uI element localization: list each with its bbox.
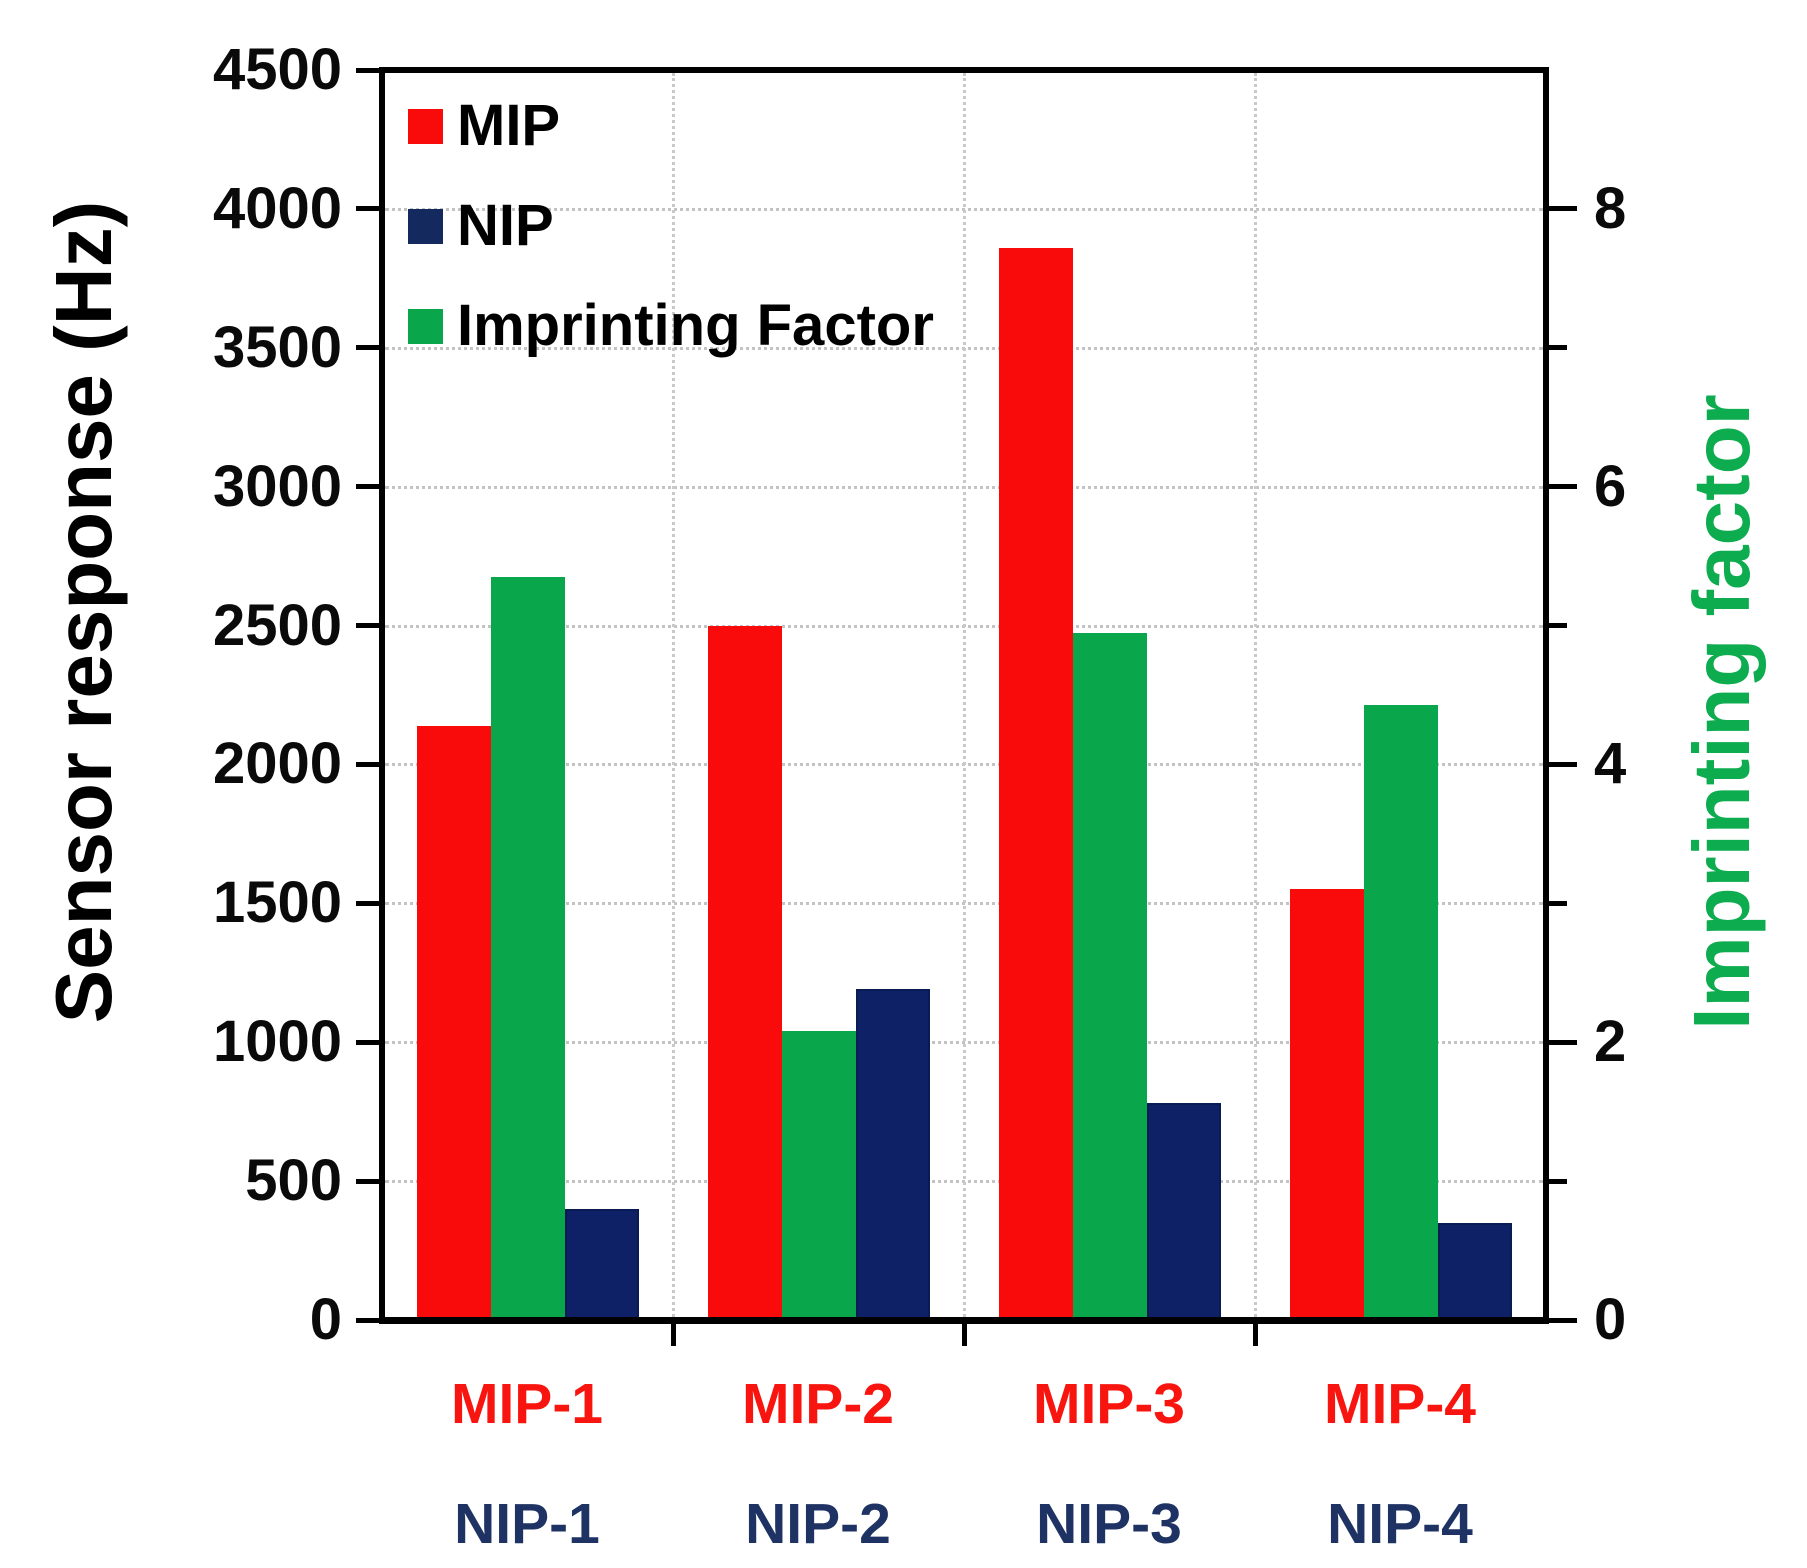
nip-bar bbox=[564, 1208, 639, 1320]
legend-item-mip: MIP bbox=[408, 94, 560, 158]
x-label-nip-3: NIP-3 bbox=[1036, 1492, 1182, 1556]
left-axis-tick bbox=[356, 484, 382, 490]
x-label-nip-2: NIP-2 bbox=[745, 1492, 891, 1556]
imprinting-factor-legend-swatch bbox=[408, 308, 443, 344]
x-label-mip-1: MIP-1 bbox=[450, 1372, 604, 1436]
mip-legend-label: MIP bbox=[457, 93, 561, 158]
nip-bar bbox=[1437, 1222, 1512, 1320]
imprinting-factor-bar bbox=[490, 576, 565, 1320]
nip-legend-swatch bbox=[408, 208, 443, 244]
v-gridline bbox=[1254, 73, 1257, 1317]
right-axis-tick bbox=[1549, 1178, 1567, 1184]
x-label-nip-1: NIP-1 bbox=[454, 1492, 600, 1556]
left-axis-tick bbox=[356, 1039, 382, 1045]
left-axis-tick bbox=[356, 761, 382, 767]
right-axis-tick-label: 0 bbox=[1594, 1287, 1627, 1352]
y-axis-line bbox=[379, 67, 385, 1324]
right-axis-tick bbox=[1549, 1039, 1577, 1045]
right-axis-line bbox=[1543, 67, 1549, 1324]
left-axis-tick bbox=[356, 623, 382, 629]
right-axis-tick bbox=[1549, 345, 1567, 351]
right-axis-tick bbox=[1549, 623, 1567, 629]
legend-item-nip: NIP bbox=[408, 194, 554, 258]
left-axis-tick-label: 3500 bbox=[212, 314, 342, 380]
nip-bar bbox=[1146, 1103, 1221, 1320]
left-axis-tick-label: 3000 bbox=[212, 453, 342, 519]
v-gridline bbox=[963, 73, 966, 1317]
nip-legend-label: NIP bbox=[457, 193, 554, 258]
legend-item-imprinting-factor: Imprinting Factor bbox=[408, 294, 934, 358]
imprinting-factor-bar bbox=[1363, 704, 1438, 1320]
x-label-nip-4: NIP-4 bbox=[1327, 1492, 1473, 1556]
right-axis-tick bbox=[1549, 1317, 1577, 1323]
right-axis-tick-label: 8 bbox=[1594, 175, 1627, 241]
left-axis-tick-label: 4500 bbox=[212, 37, 342, 102]
left-axis-title: Sensor response (Hz) bbox=[39, 200, 128, 1024]
left-axis-tick bbox=[356, 345, 382, 351]
left-axis-tick bbox=[356, 900, 382, 906]
mip-bar bbox=[998, 247, 1073, 1320]
left-axis-tick-label: 2000 bbox=[212, 731, 342, 797]
right-axis-tick bbox=[1549, 900, 1567, 906]
left-axis-tick bbox=[356, 206, 382, 212]
right-axis-tick bbox=[1549, 484, 1577, 490]
x-axis-tick bbox=[1252, 1324, 1258, 1346]
top-axis-line bbox=[379, 67, 1549, 73]
left-axis-tick bbox=[356, 67, 382, 73]
mip-bar bbox=[1289, 889, 1364, 1320]
mip-legend-swatch bbox=[408, 108, 443, 144]
imprinting-factor-bar bbox=[781, 1031, 856, 1320]
left-axis-tick-label: 0 bbox=[309, 1287, 342, 1352]
x-axis-tick bbox=[670, 1324, 676, 1346]
left-axis-tick-label: 2500 bbox=[212, 592, 342, 658]
right-axis-tick-label: 2 bbox=[1594, 1009, 1627, 1075]
left-axis-tick bbox=[356, 1178, 382, 1184]
x-label-mip-4: MIP-4 bbox=[1323, 1372, 1477, 1436]
mip-bar bbox=[707, 625, 782, 1320]
imprinting-factor-legend-label: Imprinting Factor bbox=[457, 293, 934, 358]
imprinting-factor-bar bbox=[1072, 632, 1147, 1320]
left-axis-tick-label: 4000 bbox=[212, 175, 342, 241]
x-axis-line bbox=[379, 1317, 1549, 1324]
right-axis-tick bbox=[1549, 761, 1577, 767]
x-label-mip-3: MIP-3 bbox=[1032, 1372, 1186, 1436]
left-axis-tick-label: 1000 bbox=[212, 1009, 342, 1075]
left-axis-tick bbox=[356, 1317, 382, 1323]
right-axis-tick bbox=[1549, 206, 1577, 212]
right-axis-tick-label: 6 bbox=[1594, 453, 1627, 519]
nip-bar bbox=[855, 989, 930, 1320]
mip-bar bbox=[416, 725, 491, 1320]
x-axis-tick bbox=[961, 1324, 967, 1346]
left-axis-tick-label: 1500 bbox=[212, 870, 342, 936]
x-label-mip-2: MIP-2 bbox=[741, 1372, 895, 1436]
right-axis-tick-label: 4 bbox=[1594, 731, 1627, 797]
v-gridline bbox=[672, 73, 675, 1317]
left-axis-tick-label: 500 bbox=[245, 1148, 342, 1214]
right-axis-title: Imprinting factor bbox=[1677, 394, 1766, 1030]
